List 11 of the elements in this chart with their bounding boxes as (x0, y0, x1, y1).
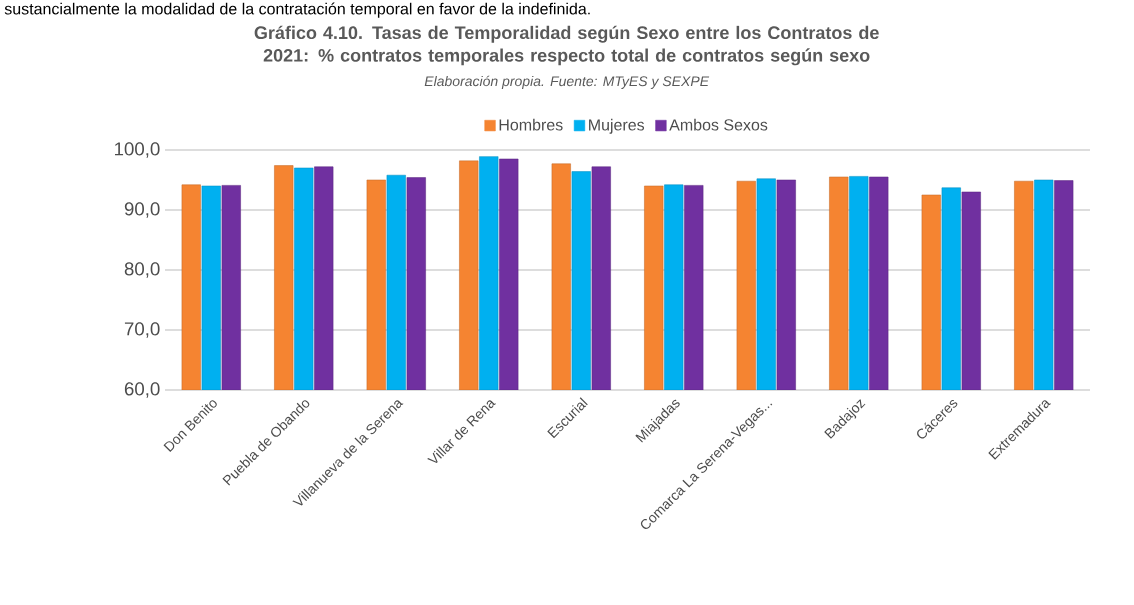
y-tick-label: 100,0 (115, 142, 160, 158)
legend-label: Ambos Sexos (669, 118, 768, 131)
chart-subtitle: Elaboración propia. Fuente: MTyES y SEXPE (424, 75, 710, 89)
legend-label: Mujeres (589, 118, 645, 134)
chart-title: Gráfico 4.10. Tasas de Temporalidad según Sexo entre los Contratos de 2021: % contratos temporales respecto total de contratos según sexo (254, 25, 879, 66)
y-tick-label: 60,0 (124, 382, 160, 398)
y-tick-label: 70,0 (124, 322, 160, 338)
text: sustancialmente la modalidad de la contratación temporal en favor de la indefinida. (4, 2, 590, 18)
y-tick-label: 80,0 (124, 262, 160, 278)
legend-label: Hombres (499, 118, 563, 131)
y-tick-label: 90,0 (124, 202, 160, 218)
